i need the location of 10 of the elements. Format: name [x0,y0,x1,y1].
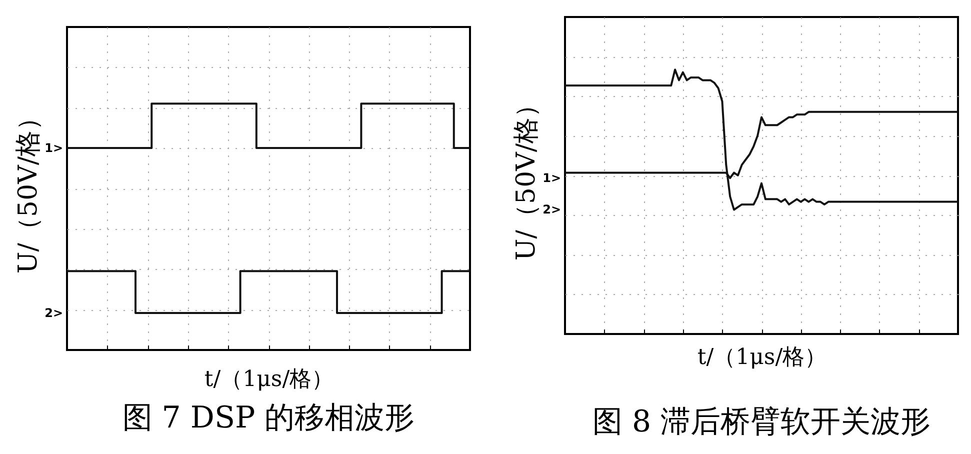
text: 图 8 滞后桥臂软开关波形 [592,404,931,440]
text: 1> [542,171,561,186]
x-axis-title: t/（1μs/格） [204,367,334,392]
text: 2> [44,306,63,320]
text: 图 7 DSP 的移相波形 [122,400,415,436]
text: 1> [44,140,63,155]
y-axis-title: U/（50V/格） [512,91,542,261]
x-axis-title: t/（1μs/格） [697,345,827,370]
text: 2> [542,202,561,217]
y-axis-title: U/（50V/格） [14,104,44,274]
